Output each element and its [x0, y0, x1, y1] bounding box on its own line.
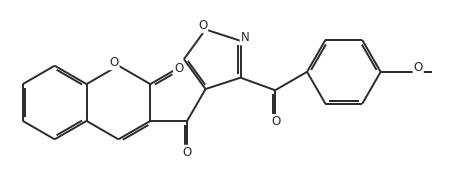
Text: O: O [109, 56, 119, 69]
Text: O: O [182, 146, 192, 159]
Text: O: O [174, 62, 183, 75]
Text: N: N [241, 31, 249, 44]
Text: O: O [414, 61, 423, 74]
Text: O: O [271, 115, 281, 128]
Text: O: O [198, 19, 207, 32]
